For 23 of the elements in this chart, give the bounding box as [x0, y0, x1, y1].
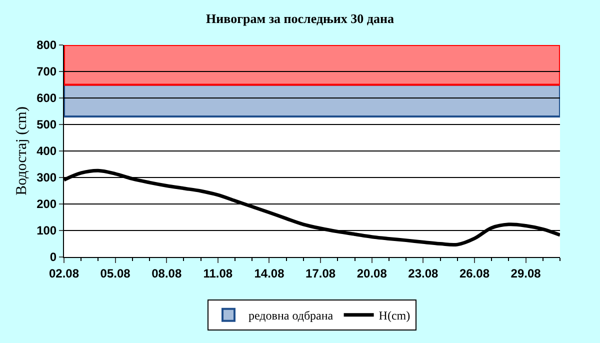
x-tick-label: 17.08	[306, 266, 336, 280]
y-tick-label: 200	[36, 197, 57, 212]
x-tick-label: 29.08	[510, 266, 542, 280]
y-axis-title: Водостај (cm)	[14, 106, 30, 196]
y-tick-label: 800	[36, 38, 57, 52]
x-tick-label: 20.08	[356, 266, 388, 280]
y-tick-label: 500	[36, 118, 57, 132]
x-tick-label: 14.08	[254, 266, 285, 280]
y-tick-label: 600	[36, 91, 57, 106]
x-tick-label: 11.08	[203, 266, 233, 280]
x-tick-label: 26.08	[459, 266, 490, 280]
x-tick-label: 02.08	[48, 266, 80, 280]
y-tick-label: 700	[36, 64, 57, 79]
y-tick-label: 0	[50, 250, 57, 264]
legend-label: редовна одбрана	[248, 308, 334, 323]
x-tick-label: 08.08	[152, 266, 182, 280]
x-tick-label: 23.08	[408, 266, 439, 280]
chart-title: Нивограм за последњих 30 дана	[206, 10, 394, 26]
y-tick-label: 100	[36, 224, 57, 238]
legend-label: H(cm)	[378, 308, 410, 323]
y-tick-label: 400	[36, 144, 57, 158]
x-tick-label: 05.08	[100, 266, 131, 280]
y-tick-label: 300	[36, 170, 57, 185]
